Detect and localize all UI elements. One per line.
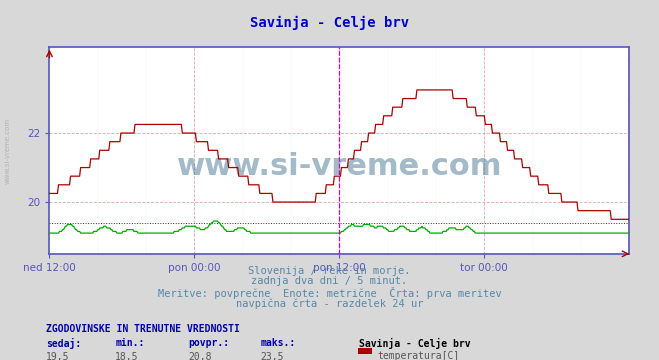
Text: povpr.:: povpr.:: [188, 338, 229, 348]
Text: zadnja dva dni / 5 minut.: zadnja dva dni / 5 minut.: [251, 276, 408, 287]
Text: 23,5: 23,5: [260, 352, 284, 360]
Text: temperatura[C]: temperatura[C]: [378, 351, 460, 360]
Text: www.si-vreme.com: www.si-vreme.com: [5, 118, 11, 184]
Text: Slovenija / reke in morje.: Slovenija / reke in morje.: [248, 266, 411, 276]
Text: Meritve: povprečne  Enote: metrične  Črta: prva meritev: Meritve: povprečne Enote: metrične Črta:…: [158, 287, 501, 299]
Text: 19,5: 19,5: [46, 352, 70, 360]
Text: ZGODOVINSKE IN TRENUTNE VREDNOSTI: ZGODOVINSKE IN TRENUTNE VREDNOSTI: [46, 324, 240, 334]
Text: 20,8: 20,8: [188, 352, 212, 360]
Text: www.si-vreme.com: www.si-vreme.com: [177, 152, 502, 181]
Text: 18,5: 18,5: [115, 352, 139, 360]
Text: sedaj:: sedaj:: [46, 338, 81, 350]
Text: navpična črta - razdelek 24 ur: navpična črta - razdelek 24 ur: [236, 298, 423, 309]
Text: min.:: min.:: [115, 338, 145, 348]
Text: Savinja - Celje brv: Savinja - Celje brv: [359, 338, 471, 350]
Text: maks.:: maks.:: [260, 338, 295, 348]
Text: Savinja - Celje brv: Savinja - Celje brv: [250, 16, 409, 31]
